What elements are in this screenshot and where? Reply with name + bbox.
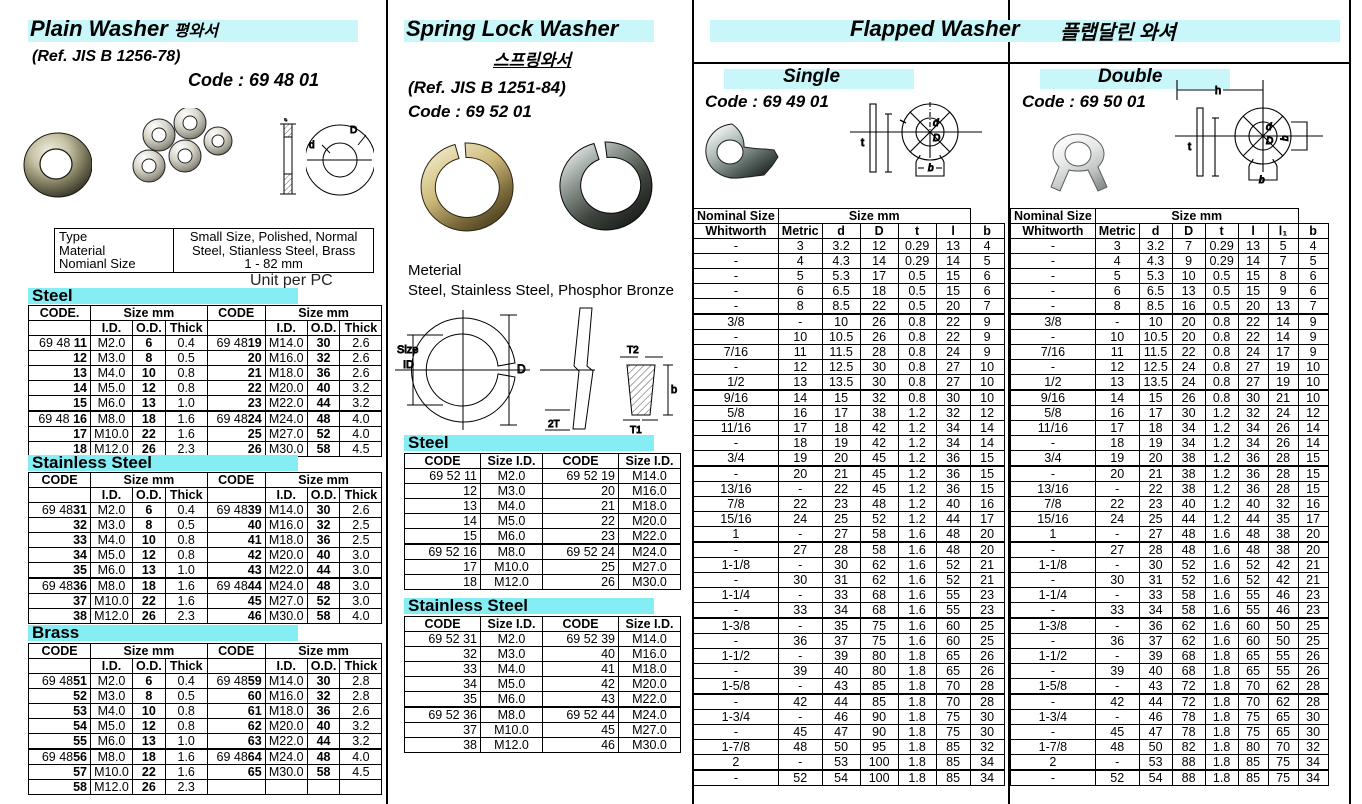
svg-text:t: t	[1188, 141, 1191, 153]
svg-text:D: D	[933, 133, 940, 144]
svg-text:b: b	[671, 384, 677, 396]
svg-text:2T: 2T	[548, 419, 560, 430]
svg-text:T1: T1	[630, 425, 642, 435]
svg-text:b: b	[928, 163, 934, 174]
svg-text:T2: T2	[627, 345, 639, 356]
svg-text:D: D	[1266, 136, 1273, 147]
svg-text:t: t	[861, 137, 864, 149]
svg-text:d: d	[933, 118, 939, 129]
svg-text:b: b	[1280, 135, 1291, 141]
svg-text:D: D	[350, 125, 357, 136]
svg-text:b: b	[1259, 175, 1265, 186]
svg-text:d: d	[1266, 122, 1272, 133]
svg-text:d: d	[309, 140, 315, 151]
svg-text:ID: ID	[403, 359, 414, 371]
svg-text:D: D	[517, 362, 526, 376]
svg-text:h: h	[1215, 85, 1221, 97]
svg-text:Size: Size	[397, 344, 418, 356]
svg-text:t: t	[284, 118, 287, 123]
